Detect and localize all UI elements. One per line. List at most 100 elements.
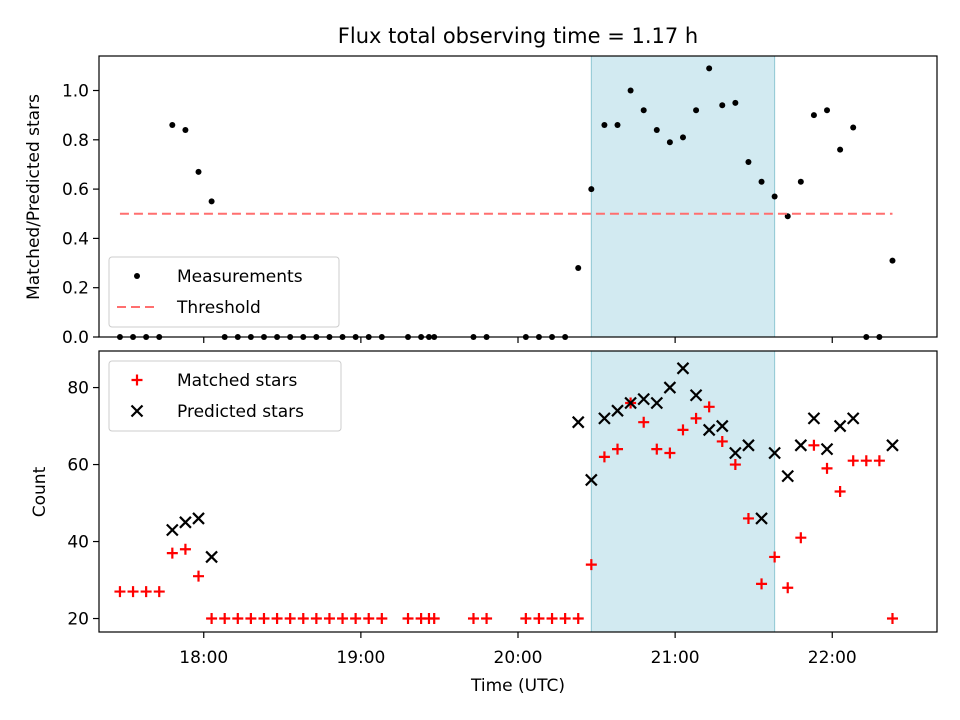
bottom-y-tick-label: 80	[67, 379, 89, 399]
predicted-stars-point	[650, 396, 664, 410]
measurement-point	[732, 99, 739, 106]
matched-stars-point	[716, 435, 728, 447]
predicted-stars-point	[702, 423, 716, 437]
matched-stars-point	[206, 613, 218, 625]
matched-stars-point	[310, 613, 322, 625]
top-y-tick-label: 0.2	[62, 279, 89, 299]
matched-stars-point	[153, 586, 165, 598]
measurement-point	[758, 178, 765, 185]
legend-label: Matched stars	[177, 371, 297, 391]
matched-stars-point	[677, 424, 689, 436]
measurement-point	[837, 146, 844, 153]
measurement-point	[797, 178, 804, 185]
predicted-stars-point	[571, 415, 585, 429]
bottom-shaded-interval	[590, 350, 776, 633]
measurement-point	[850, 124, 857, 131]
matched-stars-point	[166, 547, 178, 559]
legend-marker-predicted-stars	[130, 404, 144, 418]
matched-stars-point	[219, 613, 231, 625]
measurement-point	[601, 122, 608, 129]
matched-stars-point	[782, 582, 794, 594]
predicted-stars-point	[886, 439, 899, 452]
matched-stars-point	[559, 613, 571, 625]
bottom-y-tick-label: 20	[67, 610, 89, 630]
predicted-stars-point	[794, 439, 808, 452]
measurement-point	[666, 139, 673, 146]
matched-stars-point	[127, 586, 139, 598]
matched-stars-point	[467, 613, 479, 625]
matched-stars-point	[873, 455, 885, 467]
x-tick-label: 22:00	[808, 648, 857, 668]
predicted-stars-point	[179, 516, 192, 529]
measurement-point	[208, 198, 215, 205]
x-tick-label: 21:00	[651, 648, 700, 668]
measurement-point	[824, 107, 831, 114]
matched-stars-point	[703, 401, 715, 413]
matched-stars-point	[690, 412, 702, 424]
top-shaded-interval	[590, 55, 776, 338]
matched-stars-point	[612, 443, 624, 455]
matched-stars-point	[179, 543, 191, 555]
predicted-stars-point	[689, 388, 703, 402]
x-axis-label: Time (UTC)	[470, 676, 565, 696]
measurement-point	[627, 87, 634, 94]
matched-stars-point	[638, 416, 650, 428]
matched-stars-point	[821, 462, 833, 474]
matched-stars-point	[232, 613, 244, 625]
legend-label: Measurements	[177, 267, 303, 287]
top-y-axis-label: Matched/Predicted stars	[24, 94, 44, 300]
predicted-stars-point	[166, 523, 179, 537]
measurement-point	[745, 158, 752, 165]
predicted-stars-point	[846, 412, 860, 425]
measurement-point	[575, 264, 582, 271]
legend-marker-matched-stars	[131, 374, 143, 386]
x-tick-label: 20:00	[494, 648, 543, 668]
matched-stars-point	[808, 439, 820, 451]
matched-stars-point	[729, 459, 741, 471]
bottom-y-tick-label: 40	[67, 533, 89, 553]
matched-stars-point	[572, 613, 584, 625]
top-y-tick-label: 0.6	[62, 180, 89, 200]
matched-stars-point	[769, 551, 781, 563]
x-tick-label: 19:00	[336, 648, 385, 668]
matched-stars-point	[847, 455, 859, 467]
matched-stars-point	[533, 613, 545, 625]
top-panel: 0.0 0.2 0.4 0.6 0.8 1.0 Measurements Threshold	[62, 55, 938, 348]
matched-stars-point	[795, 532, 807, 544]
measurement-point	[182, 126, 189, 133]
bottom-y-tick-label: 60	[67, 456, 89, 476]
measurement-point	[889, 257, 896, 264]
matched-stars-point	[598, 451, 610, 463]
predicted-stars-point	[663, 381, 677, 394]
predicted-stars-point	[781, 469, 795, 483]
predicted-stars-point	[820, 442, 834, 456]
matched-stars-point	[140, 586, 152, 598]
matched-stars-point	[258, 613, 270, 625]
matched-stars-point	[860, 455, 872, 467]
measurement-point	[706, 65, 713, 72]
predicted-stars-point	[807, 412, 821, 425]
predicted-stars-point	[729, 446, 742, 460]
predicted-stars-point	[192, 512, 205, 525]
matched-stars-point	[664, 447, 676, 459]
matched-stars-point	[376, 613, 388, 625]
measurement-point	[640, 107, 647, 114]
matched-stars-point	[546, 613, 558, 625]
top-legend	[108, 256, 340, 328]
measurement-point	[810, 112, 817, 119]
measurement-point	[679, 134, 686, 141]
top-y-tick-label: 0.8	[62, 131, 89, 151]
matched-stars-point	[651, 443, 663, 455]
matched-stars-point	[114, 586, 126, 598]
measurement-point	[169, 122, 176, 129]
matched-stars-point	[323, 613, 335, 625]
matched-stars-point	[337, 613, 349, 625]
matched-stars-point	[428, 613, 440, 625]
matched-stars-point	[297, 613, 309, 625]
matched-stars-point	[284, 613, 296, 625]
predicted-stars-point	[637, 392, 650, 406]
predicted-stars-point	[676, 362, 690, 375]
matched-stars-point	[271, 613, 283, 625]
matched-stars-point	[245, 613, 257, 625]
